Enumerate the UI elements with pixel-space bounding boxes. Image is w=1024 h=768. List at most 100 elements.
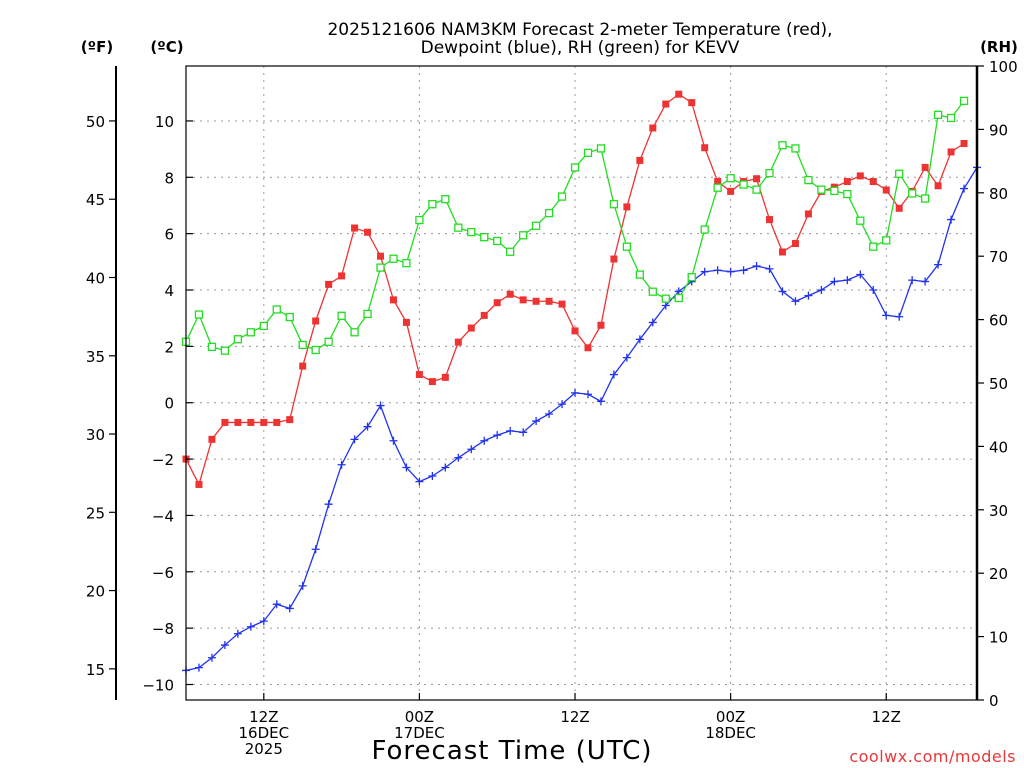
rh-point — [752, 185, 761, 194]
temperature-point — [960, 139, 968, 147]
rh-point — [791, 144, 800, 153]
axes-layer: −10−8−6−4−202468101520253035404550010203… — [86, 58, 1018, 758]
dewpoint-point — [467, 445, 476, 454]
rh-point — [674, 293, 683, 303]
dewpoint-point — [856, 270, 865, 279]
dewpoint-point — [609, 370, 618, 379]
fahrenheit-tick-label: 50 — [86, 113, 105, 131]
x-tick-label: 12Z — [560, 708, 589, 726]
rh-unit-label: (RH) — [980, 38, 1018, 56]
rh-point — [583, 148, 593, 158]
temperature-point — [649, 124, 657, 132]
temperature-point — [947, 148, 955, 156]
series-2 — [181, 96, 969, 355]
rh-tick-label: 40 — [989, 438, 1008, 456]
temperature-point — [389, 296, 397, 304]
rh-point — [402, 259, 411, 268]
dewpoint-point — [934, 260, 943, 269]
celsius-tick-label: −6 — [152, 564, 174, 582]
dewpoint-point — [298, 581, 307, 590]
rh-point — [285, 312, 294, 322]
dewpoint-point — [791, 297, 800, 306]
temperature-point — [299, 362, 307, 370]
rh-point — [415, 215, 424, 225]
dewpoint-point — [596, 397, 605, 406]
rh-point — [635, 270, 645, 279]
rh-point — [441, 194, 450, 204]
temperature-point — [869, 178, 877, 186]
temperature-point — [506, 290, 514, 298]
temperature-point — [843, 178, 851, 186]
rh-point — [908, 189, 917, 198]
temperature-point — [234, 418, 242, 426]
rh-point — [531, 221, 541, 230]
dewpoint-point — [765, 264, 774, 273]
dewpoint-point — [947, 215, 956, 224]
rh-point — [544, 208, 554, 218]
rh-point — [506, 247, 515, 256]
temperature-point — [766, 216, 774, 224]
temperature-point — [260, 418, 268, 426]
rh-point — [298, 340, 307, 350]
dewpoint-point — [415, 477, 424, 486]
dewpoint-point — [272, 600, 281, 609]
dewpoint-point — [259, 617, 268, 626]
celsius-tick-label: −8 — [152, 620, 174, 638]
temperature-point — [402, 318, 410, 326]
dewpoint-point — [908, 276, 917, 285]
chart-title-line-2: Dewpoint (blue), RH (green) for KEVV — [421, 38, 740, 58]
dewpoint-point — [402, 463, 411, 472]
temperature-point — [208, 435, 216, 443]
rh-point — [324, 337, 333, 346]
temperature-point — [441, 373, 449, 381]
rh-point — [648, 287, 657, 296]
celsius-tick-label: −4 — [152, 507, 174, 525]
x-tick-label: 12Z — [872, 708, 901, 726]
rh-point — [246, 328, 255, 337]
rh-tick-label: 100 — [989, 58, 1018, 76]
rh-point — [376, 263, 385, 272]
rh-point — [713, 183, 722, 192]
temperature-point — [377, 252, 385, 260]
x-tick-label: 17DEC — [394, 724, 445, 742]
rh-point — [207, 342, 217, 352]
rh-point — [700, 225, 709, 234]
celsius-tick-label: −2 — [152, 451, 174, 469]
rh-point — [830, 186, 839, 196]
rh-point — [480, 233, 489, 242]
dewpoint-point — [558, 400, 567, 409]
temperature-point — [532, 297, 540, 305]
temperature-point — [791, 240, 799, 248]
dewpoint-point — [817, 286, 826, 295]
temperature-point — [415, 371, 423, 379]
temperature-point — [493, 299, 501, 307]
rh-point — [350, 328, 359, 337]
dewpoint-point — [661, 301, 670, 310]
dewpoint-point — [804, 291, 813, 300]
x-tick-label: 16DEC — [239, 724, 290, 742]
dewpoint-point — [311, 545, 320, 554]
x-tick-label: 2025 — [245, 740, 283, 758]
dewpoint-point — [454, 453, 463, 462]
temperature-point — [273, 418, 281, 426]
dewpoint-point — [480, 436, 489, 445]
celsius-tick-label: 10 — [155, 113, 174, 131]
rh-point — [895, 169, 904, 178]
dewpoint-point — [337, 460, 346, 469]
dewpoint-point — [869, 286, 878, 295]
temperature-point — [286, 416, 294, 424]
rh-point — [493, 236, 502, 246]
temperature-point — [519, 296, 527, 304]
temperature-point — [778, 248, 786, 256]
rh-tick-label: 50 — [989, 375, 1008, 393]
rh-point — [920, 194, 930, 203]
temperature-point — [610, 255, 618, 263]
fahrenheit-tick-label: 30 — [86, 426, 105, 444]
celsius-tick-label: 0 — [164, 395, 174, 413]
dewpoint-point — [233, 629, 242, 638]
dewpoint-point — [778, 287, 787, 296]
dewpoint-point — [700, 267, 709, 276]
dewpoint-point — [350, 435, 359, 444]
rh-point — [233, 335, 243, 344]
